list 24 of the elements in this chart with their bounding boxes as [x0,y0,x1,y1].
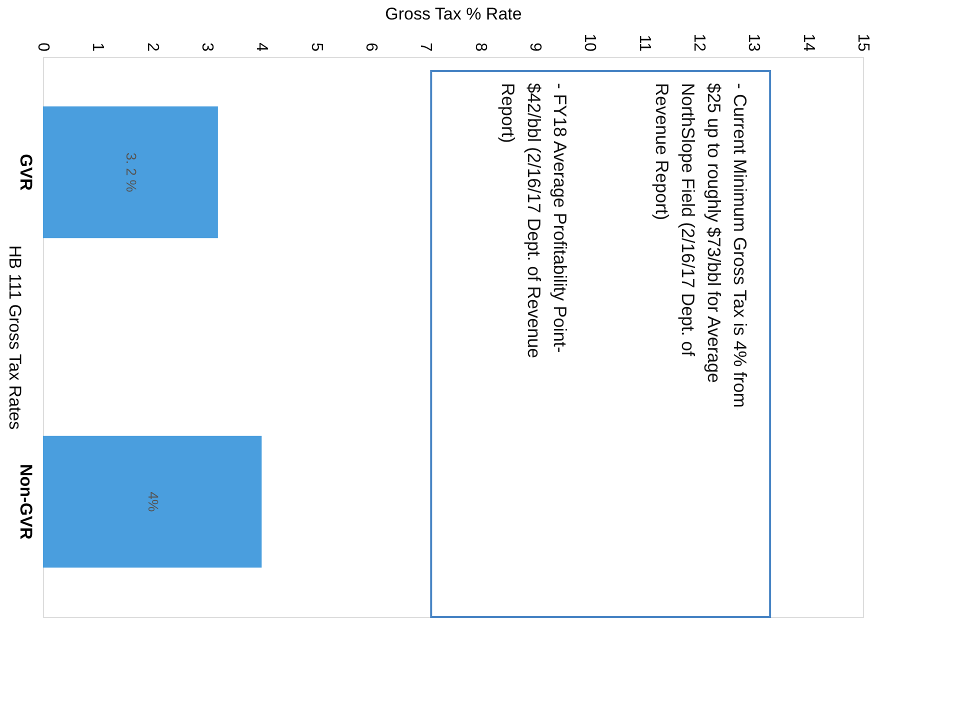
x-tick-label: 10 [581,34,598,52]
x-tick-label: 0 [34,42,52,52]
annotation: - FY18 Average Profitability Point- $42/bbl (2/16/17 Dept. of Revenue Report) [498,83,570,358]
x-tick-label: 1 [89,42,106,52]
annotation: - Current Minimum Gross Tax is 4% from $25 up to roughly $73/bbl for Average NorthSlope Field (2/16/17 Dept. of Revenue Report) [652,83,750,408]
x-tick-label: 15 [854,34,872,52]
x-tick-label: 9 [526,42,544,52]
x-tick-label: 4 [253,42,270,52]
x-tick-label: 6 [362,42,380,52]
x-tick-label: 12 [690,34,708,52]
x-tick-label: 13 [745,34,762,52]
y-axis-title: HB 111 Gross Tax Rates [6,245,24,430]
y-tick-label: Non-GVR [16,464,36,540]
x-tick-label: 8 [472,42,489,52]
x-tick-label: 14 [800,34,817,52]
data-label: 4% [145,492,162,512]
x-axis-title: Gross Tax % Rate [385,4,522,24]
x-tick-label: 5 [308,42,325,52]
x-tick-label: 11 [636,34,653,52]
x-tick-label: 2 [144,42,161,52]
data-label: 3. 2 % [123,152,140,192]
x-tick-label: 7 [417,42,434,52]
y-tick-label: GVR [16,154,36,191]
x-tick-label: 3 [198,42,216,52]
